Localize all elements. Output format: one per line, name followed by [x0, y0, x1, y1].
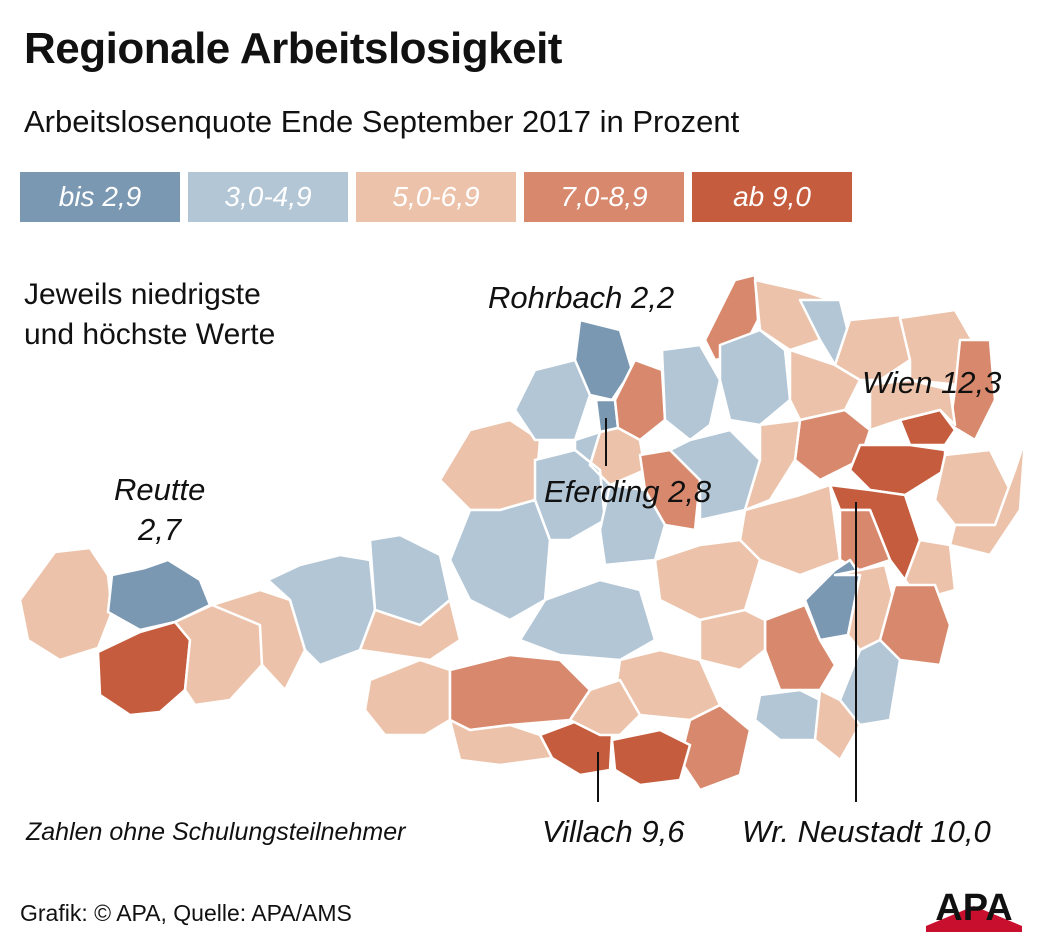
source-credit: Grafik: © APA, Quelle: APA/AMS	[20, 900, 352, 926]
district-region	[96, 620, 192, 717]
logo-text: APA	[935, 887, 1012, 929]
footnote: Zahlen ohne Schulungsteilnehmer	[26, 818, 406, 846]
label-eferding: Eferding 2,8	[544, 474, 712, 509]
district-region	[660, 343, 722, 442]
district-region	[948, 438, 1027, 557]
district-region	[438, 418, 542, 512]
note-line-1: Jeweils niedrigste	[24, 278, 261, 311]
label-wien: Wien 12,3	[862, 365, 1002, 400]
district-region	[363, 658, 452, 737]
label-reutte-value: 2,7	[138, 512, 182, 547]
label-wr-neustadt: Wr. Neustadt 10,0	[742, 814, 991, 849]
district-region	[610, 728, 692, 787]
note-line-2: und höchste Werte	[24, 318, 276, 351]
label-villach: Villach 9,6	[542, 814, 685, 849]
legend-item-mid: 5,0-6,9	[356, 172, 516, 222]
district-region	[358, 598, 462, 662]
legend-item-low: 3,0-4,9	[188, 172, 348, 222]
district-region	[868, 378, 957, 432]
color-legend: bis 2,9 3,0-4,9 5,0-6,9 7,0-8,9 ab 9,0	[20, 172, 852, 222]
district-region	[106, 558, 212, 632]
district-region	[568, 678, 642, 737]
legend-item-lowest: bis 2,9	[20, 172, 180, 222]
district-region	[813, 688, 862, 762]
page-title: Regionale Arbeitslosigkeit	[24, 24, 562, 73]
lowest-highest-note: Jeweils niedrigste und höchste Werte	[24, 275, 275, 355]
district-region	[448, 718, 554, 767]
district-region	[448, 498, 552, 622]
legend-item-high: 7,0-8,9	[524, 172, 684, 222]
district-region	[513, 358, 592, 442]
district-region	[448, 653, 592, 732]
district-region	[18, 546, 114, 662]
district-region	[753, 688, 822, 742]
district-region	[848, 443, 947, 497]
district-region	[763, 603, 837, 692]
district-region	[668, 428, 762, 522]
label-rohrbach: Rohrbach 2,2	[488, 280, 675, 315]
district-region	[948, 338, 997, 442]
district-region	[833, 313, 912, 382]
page-subtitle: Arbeitslosenquote Ende September 2017 in…	[24, 104, 740, 139]
district-region	[210, 588, 307, 692]
district-region	[518, 578, 657, 662]
legend-item-highest: ab 9,0	[692, 172, 852, 222]
district-region	[653, 538, 762, 622]
austria-district-map	[18, 273, 1027, 802]
logo-accent	[926, 906, 1022, 932]
district-region	[698, 608, 767, 672]
apa-logo: APA	[926, 887, 1022, 932]
district-region	[743, 418, 802, 512]
label-reutte-name: Reutte	[114, 472, 206, 507]
